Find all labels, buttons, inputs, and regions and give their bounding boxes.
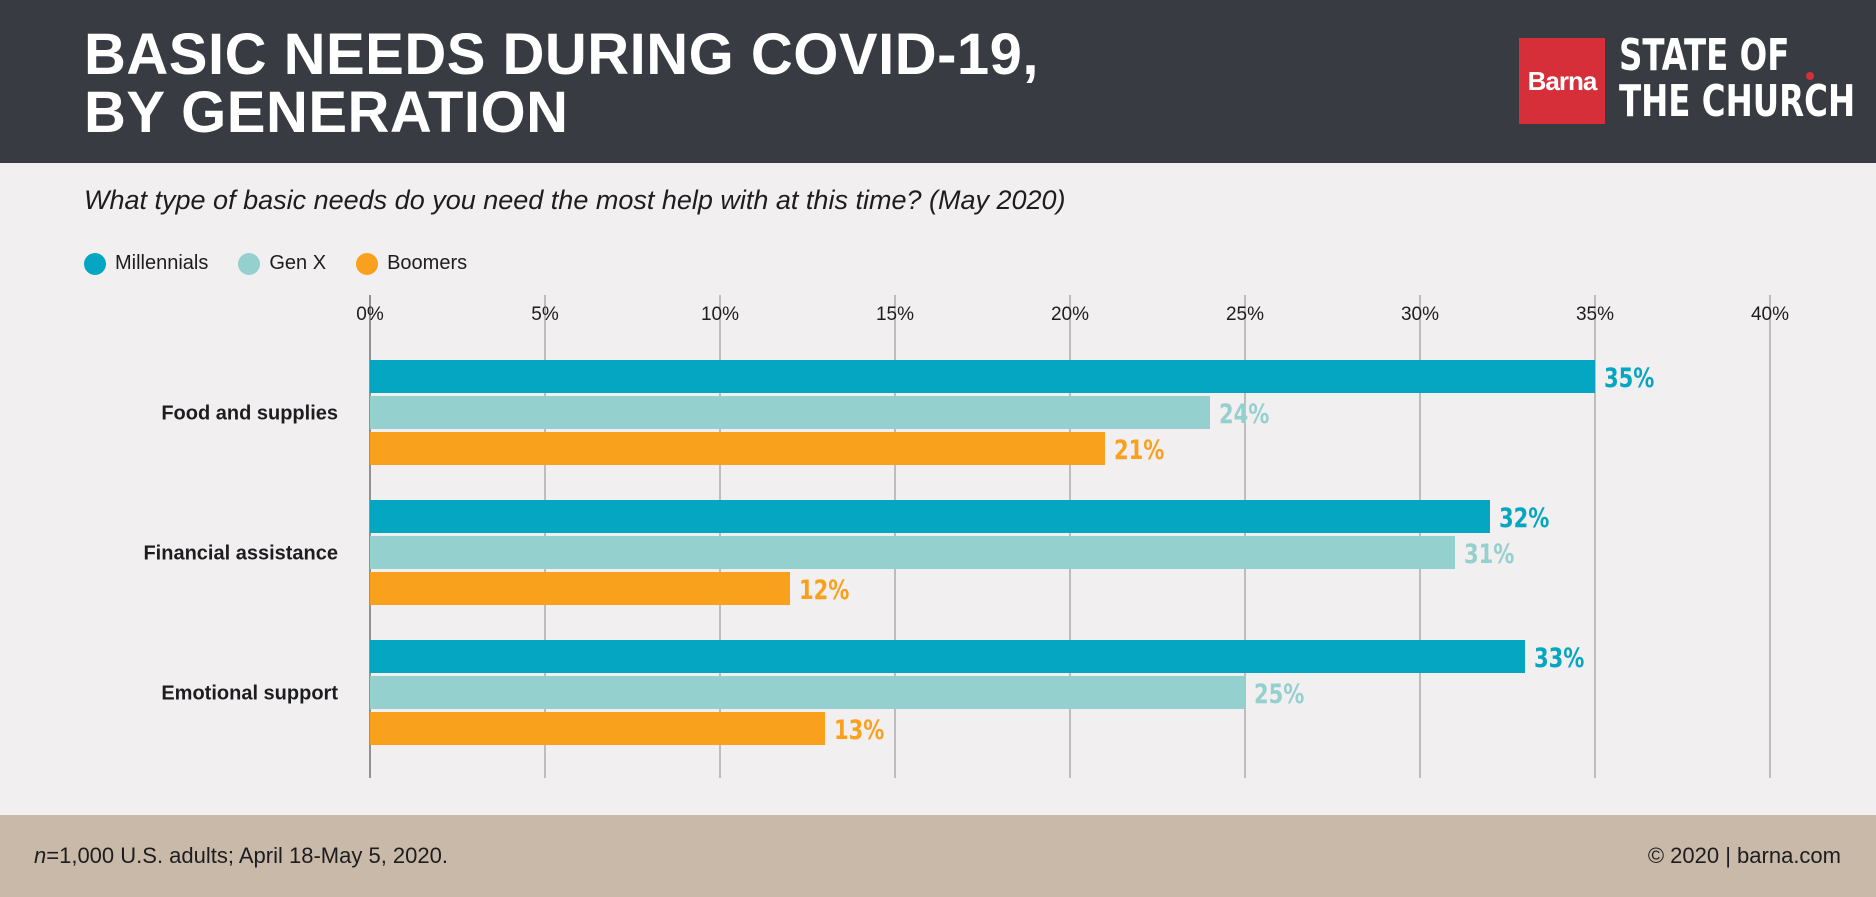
sample-note: n=1,000 U.S. adults; April 18-May 5, 202… [34,843,448,869]
x-tick-label: 5% [531,304,559,325]
survey-question: What type of basic needs do you need the… [84,185,1066,215]
data-label: 33% [1534,642,1584,673]
legend-swatch [356,252,379,275]
legend-item-boomers: Boomers [356,252,467,275]
bar [370,536,1455,569]
data-label: 31% [1464,538,1514,569]
bar [370,572,790,605]
header-bar: BASIC NEEDS DURING COVID-19, BY GENERATI… [0,0,1876,163]
x-tick-label: 35% [1576,304,1614,325]
data-label: 24% [1219,398,1269,429]
category-label: Food and supplies [161,403,338,425]
bar [370,360,1595,393]
legend-label: Boomers [387,252,468,274]
sample-note-text: =1,000 U.S. adults; April 18-May 5, 2020… [46,843,448,868]
bar [370,712,825,745]
bar [370,676,1245,709]
category-label: Emotional support [161,683,338,705]
title-line-1: BASIC NEEDS DURING COVID-19, [84,22,1040,87]
bar [370,396,1210,429]
chart-legend: Millennials Gen X Boomers [84,252,467,275]
x-tick-label: 0% [356,304,384,325]
title-line-2: BY GENERATION [84,80,569,145]
x-tick-label: 15% [876,304,914,325]
legend-label: Gen X [269,252,327,274]
legend-swatch [238,252,261,275]
sample-n-label: n [34,843,47,868]
barna-logo: Barna [1519,38,1605,124]
legend-item-gen-x: Gen X [238,252,326,275]
x-tick-label: 20% [1051,304,1089,325]
data-label: 21% [1114,434,1164,465]
category-label: Financial assistance [143,543,338,565]
data-label: 35% [1604,362,1654,393]
bar [370,500,1490,533]
logo-line-1: STATE OF [1619,30,1790,81]
bar [370,432,1105,465]
x-tick-label: 40% [1751,304,1789,325]
footer-bar: n=1,000 U.S. adults; April 18-May 5, 202… [0,815,1876,897]
data-label: 12% [799,574,849,605]
data-label: 32% [1499,502,1549,533]
x-tick-label: 25% [1226,304,1264,325]
legend-swatch [84,252,106,275]
legend-item-millennials: Millennials [84,252,208,275]
bar [370,640,1525,673]
x-tick-label: 10% [701,304,739,325]
x-tick-label: 30% [1401,304,1439,325]
data-label: 13% [834,714,884,745]
data-label: 25% [1254,678,1304,709]
legend-label: Millennials [115,252,209,274]
copyright: © 2020 | barna.com [1647,843,1841,868]
bar-chart: 0% 5% 10% 15% 20% 25% 30% 35% 40% Food and suppli… [143,295,1789,778]
chart-title: BASIC NEEDS DURING COVID-19, BY GENERATI… [84,26,1039,142]
logo-dot-icon [1806,72,1814,80]
